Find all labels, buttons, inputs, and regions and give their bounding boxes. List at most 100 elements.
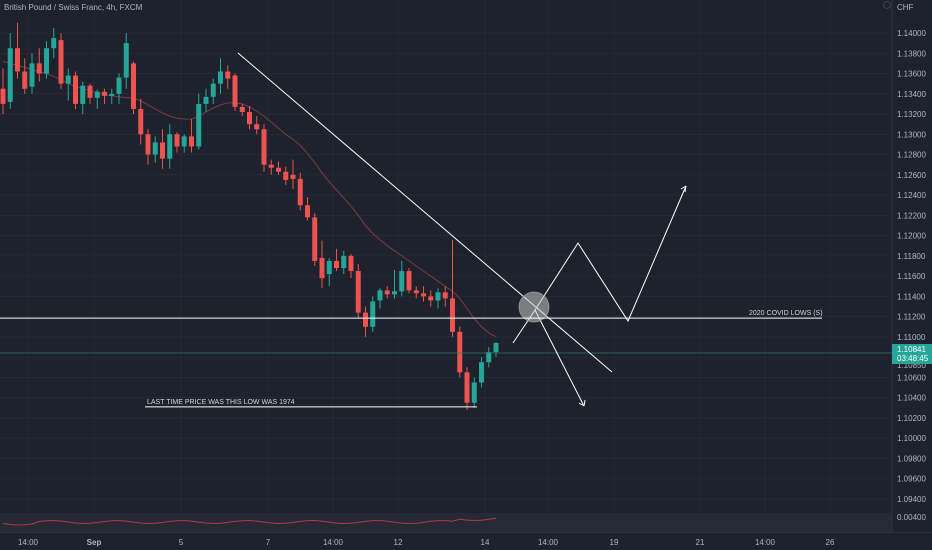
y-tick-label: 1.11200 xyxy=(897,313,926,322)
x-tick-label: 14 xyxy=(481,538,490,547)
bearish-projection-path xyxy=(534,309,585,407)
y-tick-label: 1.10600 xyxy=(897,373,926,382)
candle-body xyxy=(341,255,347,269)
candle-body xyxy=(348,255,354,272)
candle-body xyxy=(247,112,252,125)
symbol-title[interactable]: British Pound / Swiss Franc, 4h, FXCM xyxy=(4,3,143,12)
candle-body xyxy=(44,48,49,74)
candle-body xyxy=(486,352,492,363)
candle-body xyxy=(218,71,223,84)
candle-body xyxy=(181,136,187,147)
y-tick-label: 1.11600 xyxy=(897,272,926,281)
candle-body xyxy=(297,178,303,206)
candle-body xyxy=(457,331,463,373)
x-tick-label: 14:00 xyxy=(755,538,776,547)
candle-body xyxy=(225,71,231,79)
candle-body xyxy=(51,38,57,49)
covid-lows-label: 2020 COVID LOWS (S) xyxy=(749,310,823,317)
candle-body xyxy=(87,85,93,98)
oscillator-line xyxy=(2,517,497,526)
candle-body xyxy=(370,301,376,327)
status-dot-icon xyxy=(883,1,891,9)
candle-body xyxy=(254,124,260,130)
x-tick-label: 26 xyxy=(826,538,835,547)
candle-body xyxy=(65,75,71,84)
y-tick-label: 1.10400 xyxy=(897,394,926,403)
candle-body xyxy=(261,129,267,165)
candle-body xyxy=(326,260,332,275)
candle-body xyxy=(131,63,136,109)
y-tick-label: 1.10200 xyxy=(897,414,926,423)
y-tick-label: 1.11000 xyxy=(897,333,926,342)
y-tick-label: 1.09800 xyxy=(897,454,926,463)
candles xyxy=(0,22,892,410)
candle-body xyxy=(355,271,361,313)
y-tick-label: 1.13600 xyxy=(897,70,926,79)
candle-body xyxy=(239,106,245,113)
candle-body xyxy=(384,290,390,295)
candle-body xyxy=(189,136,194,147)
y-tick-label: 1.13000 xyxy=(897,130,926,139)
candle-body xyxy=(319,257,325,279)
countdown-label: 03:48:45 xyxy=(897,354,929,363)
candle-body xyxy=(15,48,20,72)
oscillator-background xyxy=(0,513,892,533)
candle-body xyxy=(80,85,86,104)
y-tick-label: 1.11400 xyxy=(897,292,926,301)
trend-drawings xyxy=(237,52,687,407)
breakout-circle-icon xyxy=(518,291,550,323)
y-tick-label: 1.12600 xyxy=(897,171,926,180)
x-tick-label: 14:00 xyxy=(538,538,559,547)
candle-body xyxy=(102,91,107,96)
candle-body xyxy=(435,292,441,301)
time-axis-background xyxy=(0,533,932,550)
y-tick-label: 1.12400 xyxy=(897,191,926,200)
last-time-low-label: LAST TIME PRICE WAS THIS LOW WAS 1974 xyxy=(147,399,295,406)
last-price-label: 1.10841 xyxy=(897,345,926,354)
candle-body xyxy=(305,205,310,218)
candle-body xyxy=(58,40,64,84)
trend-line xyxy=(237,52,613,373)
candle-body xyxy=(268,164,274,168)
x-tick-label: 12 xyxy=(394,538,403,547)
candle-body xyxy=(203,96,209,104)
oscillator-pane xyxy=(0,513,932,534)
candle-body xyxy=(421,293,426,297)
projection-arrow-icon xyxy=(578,399,586,407)
x-tick-label: 14:00 xyxy=(323,538,344,547)
x-tick-label: 5 xyxy=(179,538,184,547)
candle-body xyxy=(276,167,281,172)
candle-body xyxy=(174,134,180,147)
candle-body xyxy=(73,75,78,104)
candle-body xyxy=(7,48,13,102)
candle-body xyxy=(428,296,434,301)
candle-body xyxy=(312,217,318,261)
y-tick-label: 1.13400 xyxy=(897,90,926,99)
candle-body xyxy=(406,271,412,291)
x-tick-label: 21 xyxy=(696,538,705,547)
y-tick-label: 1.09600 xyxy=(897,475,926,484)
candle-body xyxy=(116,77,122,94)
candle-body xyxy=(160,142,165,159)
candle-body xyxy=(0,88,6,104)
candle-body xyxy=(413,290,419,294)
time-axis: 14:00 Sep 5 7 14:00 12 14 14:00 19 21 14:00 26 xyxy=(0,533,932,550)
candle-body xyxy=(196,103,202,147)
candle-body xyxy=(232,75,238,107)
candle-body xyxy=(399,271,405,292)
candle-body xyxy=(493,342,499,353)
candle-body xyxy=(471,382,477,403)
candle-body xyxy=(109,93,115,96)
candle-body xyxy=(334,260,339,269)
y-tick-label: 1.13800 xyxy=(897,49,926,58)
y-tick-label: 1.12000 xyxy=(897,232,926,241)
candle-body xyxy=(283,171,289,180)
projection-arrow-icon xyxy=(680,185,687,193)
y-tick-label: 1.13200 xyxy=(897,110,926,119)
annotations: 2020 COVID LOWS (S) LAST TIME PRICE WAS T… xyxy=(0,310,823,408)
candle-body xyxy=(464,372,470,403)
price-axis: CHF 1.14000 1.13800 1.13600 1.13400 1.13200 1.… xyxy=(891,0,932,550)
currency-label: CHF xyxy=(897,3,914,12)
